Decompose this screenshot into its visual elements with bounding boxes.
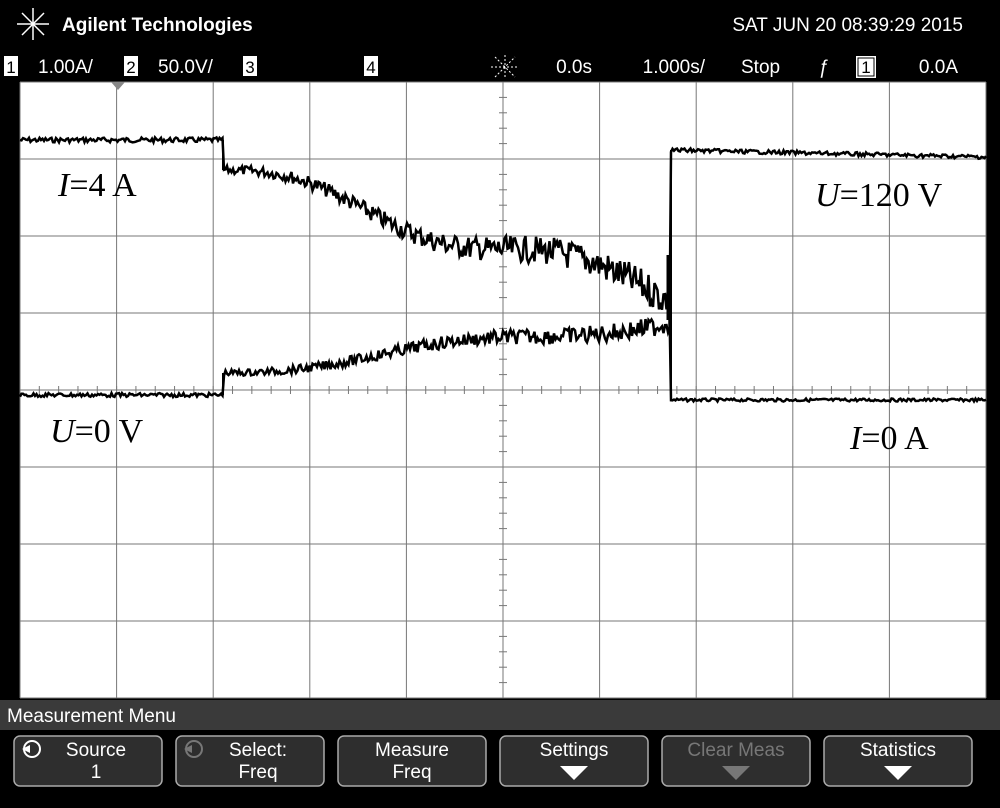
timebase: 1.000s/ (643, 57, 706, 78)
softkey-label[interactable]: Source (66, 740, 126, 761)
annotation: I=0 A (849, 420, 929, 457)
channel-number: 1 (6, 58, 15, 77)
softkey-body[interactable] (337, 735, 487, 787)
trigger-edge: ƒ (818, 57, 829, 78)
channel-box (856, 56, 876, 78)
voltage-trace (18, 146, 987, 400)
menu-title-bar (0, 700, 1000, 730)
softkey[interactable]: Settings (499, 735, 649, 787)
softkey-arrow[interactable] (560, 766, 588, 780)
channel-number: 2 (126, 58, 135, 77)
softkey-body[interactable] (661, 735, 811, 787)
traces (18, 134, 987, 404)
annotation-text: =0 V (75, 413, 144, 450)
annotation-text: =4 A (69, 167, 137, 204)
knob-icon-arrow[interactable] (22, 745, 30, 753)
annotation-text: =0 A (861, 420, 929, 457)
annotation: U=0 V (50, 413, 144, 450)
softkey-body[interactable] (13, 735, 163, 787)
softkey-body[interactable] (823, 735, 973, 787)
annotation: I=4 A (57, 167, 137, 204)
menu-title: Measurement Menu (7, 706, 176, 727)
channel-box-border (857, 57, 875, 77)
softkey-arrow[interactable] (884, 766, 912, 780)
trigger-icon (491, 55, 519, 79)
softkey-label[interactable]: Statistics (860, 740, 936, 761)
softkey-body[interactable] (175, 735, 325, 787)
channel-box (243, 56, 257, 76)
softkey-value[interactable]: Freq (238, 762, 277, 783)
annotation-text: =120 V (840, 177, 943, 214)
current-trace (19, 134, 987, 404)
softkey[interactable]: Statistics (823, 735, 973, 787)
grid (19, 81, 987, 699)
annotation: U=120 V (815, 177, 943, 214)
softkey-body[interactable] (499, 735, 649, 787)
annotation-variable: I (849, 420, 863, 457)
softkey[interactable]: Clear Meas (661, 735, 811, 787)
annotation-variable: U (50, 413, 77, 450)
channel-box (124, 56, 138, 76)
channel-scale: 1.00A/ (38, 57, 94, 78)
logo (17, 8, 49, 40)
channel-scale: 50.0V/ (158, 57, 214, 78)
softkey-label[interactable]: Clear Meas (687, 740, 784, 761)
brand: Agilent Technologies (62, 15, 253, 36)
annotation-variable: I (57, 167, 71, 204)
channel-box (364, 56, 378, 76)
softkey-value[interactable]: Freq (392, 762, 431, 783)
trigger-source: 1 (861, 58, 870, 77)
channel-box (4, 56, 18, 76)
softkey-arrow[interactable] (722, 766, 750, 780)
softkey-label[interactable]: Settings (540, 740, 609, 761)
channel-number: 4 (366, 58, 375, 77)
trigger-marker (111, 82, 125, 90)
knob-icon-arrow[interactable] (184, 745, 192, 753)
softkey[interactable]: Select:Freq (175, 735, 325, 787)
softkey-value[interactable]: 1 (91, 762, 102, 783)
delay: 0.0s (556, 57, 592, 78)
trigger-level: 0.0A (919, 57, 958, 78)
run-state: Stop (741, 57, 780, 78)
softkey-label[interactable]: Measure (375, 740, 449, 761)
annotation-variable: U (815, 177, 842, 214)
channel-number: 3 (245, 58, 254, 77)
softkey-label[interactable]: Select: (229, 740, 287, 761)
datetime: SAT JUN 20 08:39:29 2015 (732, 15, 963, 36)
